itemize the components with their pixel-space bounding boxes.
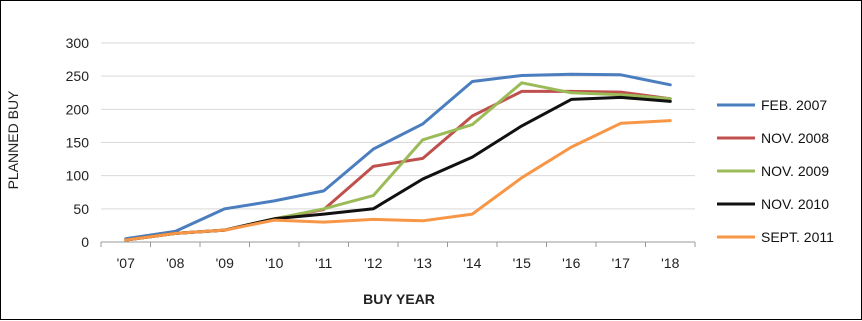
legend-label: NOV. 2008	[761, 130, 829, 146]
x-tick-label: '14	[463, 255, 481, 271]
y-tick-label: 0	[81, 234, 89, 250]
y-tick-label: 200	[66, 101, 90, 117]
y-tick-label: 50	[73, 201, 89, 217]
x-tick-label: '10	[265, 255, 283, 271]
y-axis-title: PLANNED BUY	[5, 90, 21, 189]
series-lines	[124, 72, 672, 242]
x-tick-label: '11	[315, 255, 332, 271]
legend: FEB. 2007 NOV. 2008 NOV. 2009 NOV. 2010 SEPT…	[717, 97, 834, 245]
y-tick-label: 300	[66, 35, 90, 51]
legend-label: FEB. 2007	[761, 97, 827, 113]
legend-label: NOV. 2009	[761, 163, 829, 179]
x-tick-label: '07	[117, 255, 135, 271]
x-tick-label: '13	[414, 255, 432, 271]
x-axis: '07 '08 '09 '10 '11 '12 '13 '14 '15 '16 '17 '18	[100, 242, 696, 271]
y-tick-label: 100	[66, 168, 90, 184]
x-tick-label: '17	[612, 255, 630, 271]
y-tick-label: 250	[66, 68, 90, 84]
y-axis: 0 50 100 150 200 250 300	[66, 35, 90, 250]
x-tick-label: '12	[364, 255, 382, 271]
gridlines	[101, 42, 695, 243]
x-tick-label: '15	[513, 255, 531, 271]
x-tick-label: '18	[661, 255, 679, 271]
legend-label: NOV. 2010	[761, 196, 829, 212]
x-tick-label: '09	[216, 255, 234, 271]
y-tick-label: 150	[66, 135, 90, 151]
x-tick-label: '08	[166, 255, 184, 271]
series-line	[124, 72, 672, 241]
legend-label: SEPT. 2011	[761, 229, 834, 245]
series-line	[124, 119, 672, 242]
x-tick-label: '16	[562, 255, 580, 271]
x-axis-title: BUY YEAR	[363, 291, 435, 307]
